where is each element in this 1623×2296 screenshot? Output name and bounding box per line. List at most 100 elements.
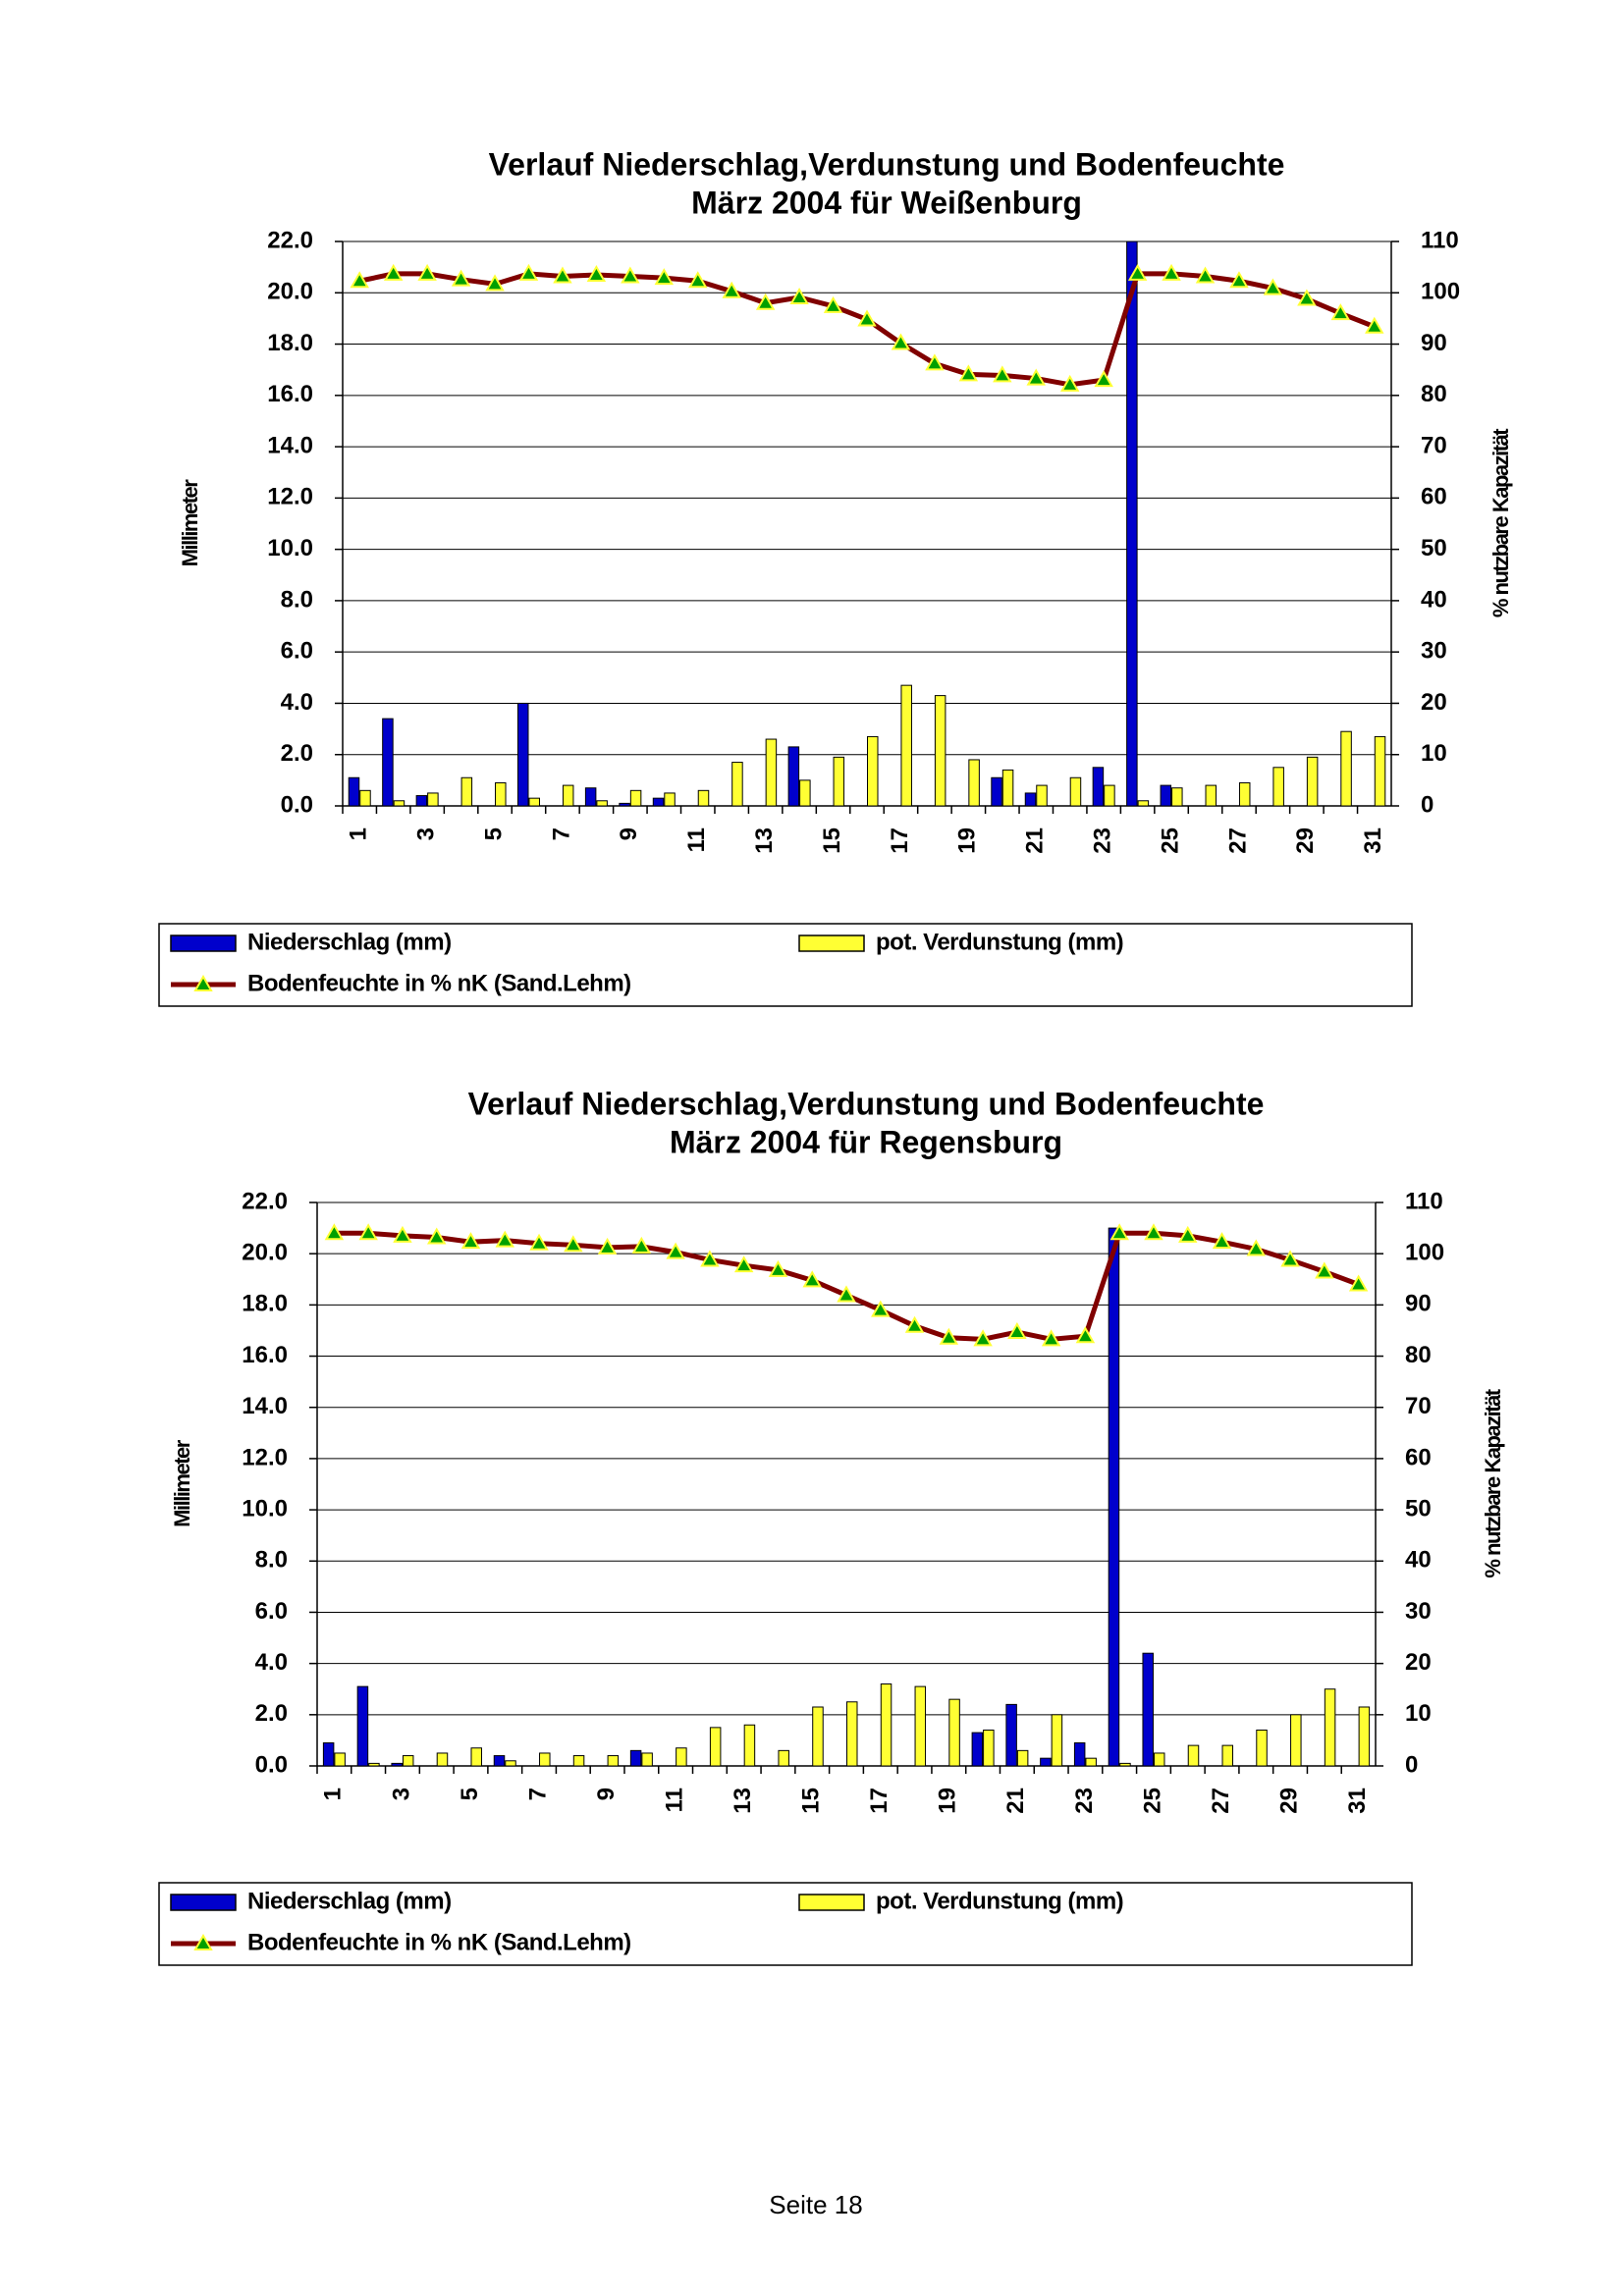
legend-swatch — [798, 934, 865, 952]
x-tick-label: 31 — [1344, 1788, 1371, 1814]
y2-tick-label: 70 — [1421, 432, 1447, 458]
bar — [391, 1762, 403, 1767]
y2-tick-label: 0 — [1405, 1751, 1418, 1778]
line-marker — [1075, 1326, 1096, 1344]
legend-swatch — [798, 1894, 865, 1911]
bar — [1104, 784, 1115, 807]
line-marker — [324, 1223, 345, 1241]
line-marker — [1263, 278, 1283, 295]
line-marker — [871, 1300, 891, 1317]
bar — [1126, 240, 1138, 807]
x-tick-label: 5 — [457, 1788, 483, 1800]
y2-tick-label: 90 — [1405, 1291, 1432, 1317]
bar — [1073, 1742, 1086, 1767]
bar — [1153, 1752, 1165, 1767]
y2-tick-label: 40 — [1421, 586, 1447, 613]
bar — [1005, 1703, 1017, 1767]
line-marker — [393, 1225, 412, 1243]
y2-tick-label: 0 — [1421, 791, 1434, 818]
legend-box — [158, 1882, 1413, 1966]
line-marker — [529, 1233, 549, 1251]
x-tick-label: 5 — [480, 828, 507, 840]
y2-tick-label: 90 — [1421, 330, 1447, 356]
bar — [1160, 784, 1172, 807]
y2-tick-label: 10 — [1405, 1700, 1432, 1727]
y-tick-label: 0.0 — [281, 791, 313, 818]
y2-axis-label: % nutzbare Kapazität — [1481, 1388, 1505, 1577]
bar — [505, 1760, 516, 1767]
y2-tick-label: 110 — [1421, 227, 1459, 253]
x-tick-label: 25 — [1157, 828, 1183, 854]
y2-tick-label: 50 — [1405, 1495, 1432, 1522]
line-marker — [654, 268, 675, 286]
legend-label: Bodenfeuchte in % nK (Sand.Lehm) — [247, 970, 631, 996]
y2-tick-label: 60 — [1421, 484, 1447, 510]
bar — [1085, 1757, 1097, 1767]
y-tick-label: 18.0 — [267, 330, 313, 356]
bar — [1051, 1714, 1063, 1767]
line-marker — [1144, 1223, 1163, 1241]
line-marker — [802, 1270, 822, 1288]
line-marker — [1162, 263, 1181, 281]
bar — [1092, 767, 1105, 807]
bar — [1324, 1688, 1336, 1767]
line-marker — [700, 1250, 720, 1267]
line-marker — [891, 333, 911, 350]
y-tick-label: 12.0 — [267, 484, 313, 510]
line-marker — [1109, 1223, 1129, 1241]
line-marker — [1059, 374, 1080, 392]
bar — [867, 735, 879, 807]
line-marker — [383, 263, 404, 281]
line-marker — [1297, 289, 1317, 306]
line-marker — [1178, 1225, 1198, 1243]
legend-label: Bodenfeuchte in % nK (Sand.Lehm) — [247, 1929, 631, 1955]
bar — [934, 695, 947, 807]
x-tick-label: 13 — [730, 1788, 756, 1814]
y2-tick-label: 30 — [1421, 638, 1447, 665]
x-tick-label: 27 — [1224, 828, 1251, 854]
line — [358, 271, 1376, 388]
line-marker — [426, 1227, 447, 1245]
legend-label: Niederschlag (mm) — [247, 1888, 452, 1914]
x-tick-label: 17 — [866, 1788, 893, 1814]
x-tick-label: 3 — [412, 828, 439, 840]
line-marker — [768, 1259, 788, 1277]
bar — [812, 1706, 824, 1767]
x-tick-label: 1 — [346, 828, 372, 840]
bar — [731, 762, 743, 807]
bar — [968, 759, 980, 807]
x-tick-label: 9 — [616, 828, 642, 840]
line-marker — [597, 1237, 618, 1255]
bar — [415, 795, 428, 807]
line-marker — [1041, 1329, 1061, 1347]
bar — [368, 1762, 380, 1767]
line-marker — [586, 264, 607, 282]
bar — [393, 800, 406, 807]
bar — [493, 1755, 506, 1767]
y2-axis-label: % nutzbare Kapazität — [1488, 428, 1513, 617]
line-marker — [485, 274, 505, 292]
bar — [470, 1747, 482, 1767]
y2-tick-label: 40 — [1405, 1547, 1432, 1574]
y-tick-label: 4.0 — [281, 689, 313, 716]
bar — [528, 797, 540, 807]
bar — [562, 784, 574, 807]
bar — [1108, 1227, 1120, 1767]
legend-box — [158, 923, 1413, 1007]
y-tick-label: 20.0 — [267, 279, 313, 305]
bar — [709, 1727, 722, 1767]
bar — [1256, 1729, 1268, 1767]
bar — [1290, 1714, 1302, 1767]
legend-label: pot. Verdunstung (mm) — [876, 929, 1123, 955]
bar — [619, 802, 630, 807]
line-marker — [631, 1236, 652, 1254]
x-tick-label: 7 — [524, 1788, 551, 1800]
legend-marker — [193, 974, 213, 991]
bar — [596, 800, 608, 807]
line-marker — [823, 295, 843, 313]
bar — [1016, 1749, 1029, 1767]
y-tick-label: 18.0 — [242, 1291, 288, 1317]
line-marker — [958, 364, 979, 382]
bar — [1238, 781, 1251, 807]
y2-tick-label: 30 — [1405, 1598, 1432, 1625]
